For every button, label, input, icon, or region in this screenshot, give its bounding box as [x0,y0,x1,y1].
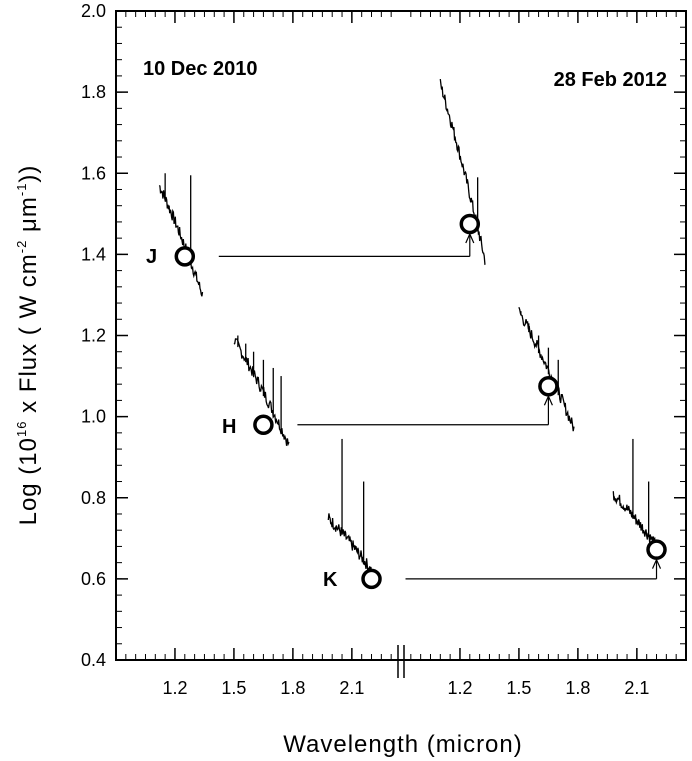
x-tick-label: 1.8 [280,678,305,698]
photometry-point-j [174,246,196,267]
photometry-point-k [361,568,382,590]
y-tick-label: 2.0 [81,1,106,21]
spectrum-k [327,513,373,574]
y-tick-label: 1.4 [81,244,106,264]
panel-label-right: 28 Feb 2012 [554,69,667,91]
spectrum-k [612,491,657,549]
x-axis-title: Wavelength (micron) [283,731,523,758]
axis-break-marker [397,645,405,678]
spectra [158,79,657,574]
band-label-k: K [323,569,338,591]
x-axis: 1.2 1.5 1.8 2.1 1.2 1.5 1.8 2.1 [125,11,677,698]
y-tick-label: 0.4 [81,650,106,670]
photometry-point-h [538,375,559,397]
x-tick-label: 1.8 [565,678,590,698]
y-axis-title: Log (1016 x Flux ( W cm-2 μm-1)) [14,165,42,526]
photometry-points [174,213,667,590]
panel-label-left: 10 Dec 2010 [143,58,258,80]
x-tick-label: 1.2 [447,678,472,698]
photometry-point-k [646,539,667,560]
spectrum-j [439,79,486,266]
spectrum-h [233,338,290,447]
x-tick-label: 1.2 [162,678,187,698]
y-tick-label: 1.0 [81,407,106,427]
x-tick-label: 2.1 [339,678,364,698]
photometry-point-j [459,213,481,235]
y-tick-label: 0.8 [81,488,106,508]
photometry-point-h [253,414,274,435]
x-tick-label: 1.5 [221,678,246,698]
y-tick-label: 1.6 [81,163,106,183]
y-tick-label: 1.8 [81,82,106,102]
band-label-j: J [146,246,157,268]
band-label-h: H [222,416,236,438]
plot-frame [115,10,687,661]
connectors [218,232,662,580]
y-tick-label: 1.2 [81,326,106,346]
spectrum-h [518,306,575,432]
y-axis: 0.4 0.6 0.8 1.0 1.2 1.4 1.6 1.8 2.0 [81,1,686,670]
x-tick-label: 2.1 [624,678,649,698]
spectrum-j [158,184,204,297]
x-tick-label: 1.5 [506,678,531,698]
y-tick-label: 0.6 [81,569,106,589]
